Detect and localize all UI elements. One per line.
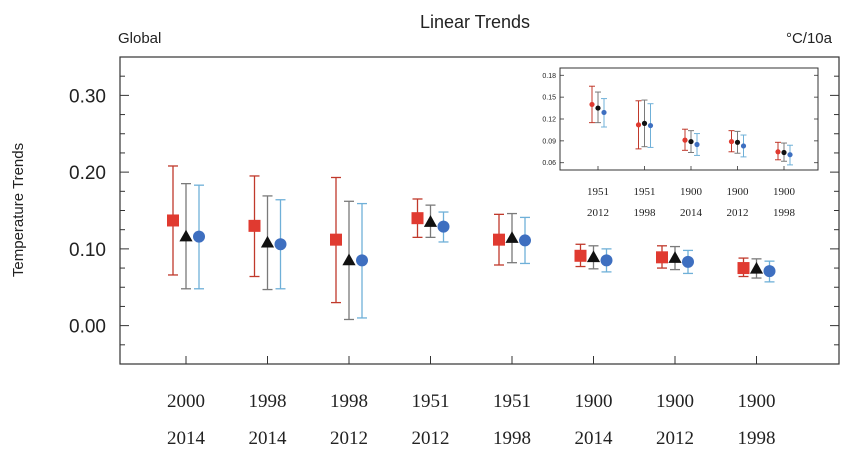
inset-x-tick-label-top: 1900 <box>727 186 750 198</box>
x-tick-label-top: 1951 <box>412 391 450 412</box>
inset-data-point <box>787 152 793 158</box>
x-tick-label-bottom: 2014 <box>575 428 614 449</box>
y-tick-label: 0.00 <box>69 317 106 338</box>
x-tick-label-top: 1998 <box>330 391 368 412</box>
inset-x-tick-label-top: 1951 <box>587 186 609 198</box>
data-point-circle <box>519 234 531 247</box>
inset-data-point <box>589 101 595 108</box>
data-point-circle <box>274 238 287 251</box>
y-tick-label: 0.10 <box>69 240 106 261</box>
inset-x-tick-label-bottom: 2012 <box>727 207 749 219</box>
inset-x-tick-label-bottom: 1998 <box>634 207 657 219</box>
data-point-circle <box>356 254 368 267</box>
x-tick-label-bottom: 2012 <box>656 428 694 449</box>
x-tick-label-top: 1900 <box>738 391 776 412</box>
x-tick-label-bottom: 2014 <box>167 428 206 449</box>
main-plot-area: 0.00 0.10 0.20 0.30 2000 2014 1998 2014 1998 2012… <box>69 56 840 449</box>
inset-data-point <box>682 137 688 143</box>
inset-data-point <box>734 139 741 145</box>
y-tick-label: 0.20 <box>69 163 106 184</box>
inset-y-tick-label: 0.12 <box>542 117 556 124</box>
inset-data-point <box>601 109 607 116</box>
inset-x-tick-label-bottom: 2014 <box>680 207 703 219</box>
inset-data-point <box>641 120 648 126</box>
data-point-triangle <box>260 235 275 248</box>
data-point-square <box>330 233 342 246</box>
data-point-triangle <box>668 251 682 263</box>
inset-data-point <box>728 138 735 145</box>
x-tick-label-top: 1900 <box>575 391 613 412</box>
data-point-circle <box>682 255 694 268</box>
inset-plot-area: 0.06 0.09 0.12 0.15 0.18 1951 2012 1951 1998 1900… <box>531 64 828 224</box>
inset-data-point <box>694 141 700 148</box>
unit-label: °C/10a <box>786 30 833 47</box>
data-point-square <box>574 249 587 262</box>
data-point-square <box>248 219 261 232</box>
inset-x-tick-label-bottom: 2012 <box>587 207 609 219</box>
inset-x-tick-label-top: 1900 <box>680 186 703 198</box>
region-label: Global <box>118 30 161 47</box>
x-tick-label-top: 1998 <box>249 391 287 412</box>
chart-title: Linear Trends <box>420 12 530 32</box>
x-tick-label-top: 1951 <box>493 391 531 412</box>
inset-background <box>531 64 828 224</box>
inset-y-tick-label: 0.18 <box>542 73 556 80</box>
inset-x-tick-label-top: 1951 <box>634 186 656 198</box>
inset-x-tick-label-bottom: 1998 <box>773 207 796 219</box>
inset-data-point <box>775 149 781 155</box>
data-point-triangle <box>423 215 438 227</box>
inset-data-point <box>595 105 601 111</box>
x-tick-label-top: 1900 <box>656 391 694 412</box>
inset-y-tick-label: 0.06 <box>542 160 556 167</box>
inset-data-point <box>781 149 787 156</box>
data-point-triangle <box>179 229 193 242</box>
y-tick-label: 0.30 <box>69 86 106 107</box>
data-point-circle <box>763 265 776 278</box>
y-axis-label: Temperature Trends <box>10 143 27 277</box>
x-tick-label-bottom: 2012 <box>330 428 368 449</box>
x-tick-label-bottom: 1998 <box>493 428 531 449</box>
data-point-triangle <box>342 253 356 266</box>
inset-x-tick-label-top: 1900 <box>773 186 796 198</box>
data-point-circle <box>600 254 613 267</box>
inset-data-point <box>635 122 642 128</box>
x-tick-label-top: 2000 <box>167 391 205 412</box>
data-point-triangle <box>586 250 601 263</box>
data-point-square <box>737 262 750 275</box>
data-point-square <box>493 233 505 246</box>
x-tick-label-bottom: 2014 <box>249 428 288 449</box>
inset-data-point <box>647 122 654 129</box>
inset-data-point <box>740 143 747 149</box>
data-point-triangle <box>749 261 764 274</box>
data-point-square <box>656 251 668 264</box>
x-tick-label-bottom: 2012 <box>412 428 450 449</box>
data-point-square <box>167 214 179 227</box>
x-tick-label-bottom: 1998 <box>738 428 776 449</box>
data-point-circle <box>193 230 205 243</box>
data-point-triangle <box>505 231 519 243</box>
inset-data-point <box>688 138 694 145</box>
data-point-square <box>411 212 424 225</box>
inset-y-tick-label: 0.09 <box>542 138 556 145</box>
inset-y-tick-label: 0.15 <box>542 95 556 102</box>
data-point-circle <box>437 220 450 233</box>
